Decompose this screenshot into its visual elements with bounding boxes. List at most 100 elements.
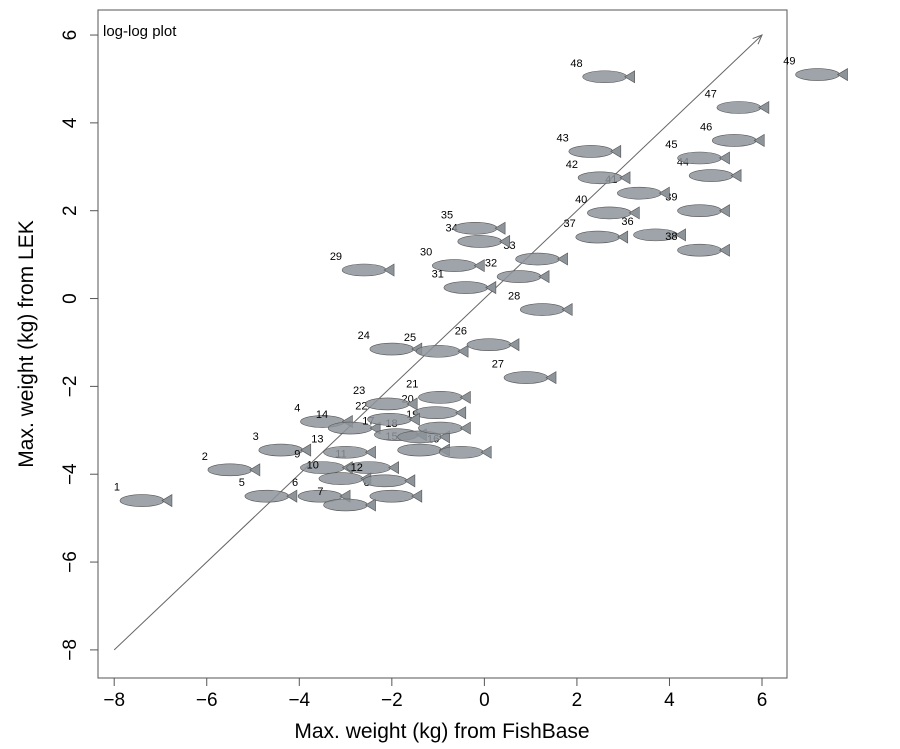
fish-point: [368, 413, 412, 425]
x-tick-label: −6: [196, 690, 218, 711]
fish-point: [497, 271, 541, 283]
point-label: 24: [358, 330, 370, 342]
fish-point: [418, 391, 462, 403]
fish-tail: [562, 304, 572, 316]
y-tick-label: −2: [60, 376, 81, 398]
point-label: 25: [404, 332, 416, 344]
fish-point: [453, 222, 497, 234]
fish-point: [717, 101, 761, 113]
fish-tail: [460, 391, 470, 403]
fish-tail: [460, 422, 470, 434]
fish-point: [370, 343, 414, 355]
fish-point: [208, 464, 252, 476]
point-label: 35: [441, 209, 453, 221]
y-tick-label: 4: [60, 117, 81, 128]
fish-tail: [412, 490, 422, 502]
point-label: 46: [700, 121, 712, 133]
point-label: 38: [665, 231, 677, 243]
point-label: 5: [239, 477, 245, 489]
fish-tail: [162, 495, 172, 507]
fish-point: [516, 253, 560, 265]
point-label: 45: [665, 139, 677, 151]
fish-tail: [611, 145, 621, 157]
fish-point: [418, 422, 462, 434]
page: log-log plot Max. weight (kg) from FishB…: [0, 0, 900, 744]
point-label: 43: [557, 132, 569, 144]
fish-tail: [405, 475, 415, 487]
point-label: 7: [317, 486, 323, 498]
point-label: 48: [570, 58, 582, 70]
fish-tail: [620, 172, 630, 184]
fish-tail: [539, 271, 549, 283]
plot-frame: [98, 10, 787, 678]
point-label: 9: [294, 449, 300, 461]
fish-tail: [474, 260, 484, 272]
point-label: 32: [485, 258, 497, 270]
fish-point: [444, 282, 488, 294]
y-tick-label: −8: [60, 639, 81, 661]
fish-tail: [720, 205, 730, 217]
fish-tail: [495, 222, 505, 234]
point-label: 27: [492, 359, 504, 371]
fish-point: [678, 205, 722, 217]
y-axis-title: Max. weight (kg) from LEK: [15, 220, 38, 467]
fish-tail: [838, 69, 848, 81]
fish-tail: [389, 462, 399, 474]
fish-point: [324, 446, 368, 458]
fish-tail: [481, 446, 491, 458]
point-label: 22: [355, 400, 367, 412]
fish-point: [678, 152, 722, 164]
point-label: 42: [566, 159, 578, 171]
fish-point: [370, 490, 414, 502]
point-label: 23: [353, 385, 365, 397]
fish-point: [416, 345, 460, 357]
fish-point: [504, 372, 548, 384]
point-label: 40: [575, 194, 587, 206]
fish-tail: [546, 372, 556, 384]
fish-point: [439, 446, 483, 458]
fish-tail: [754, 134, 764, 146]
point-label: 3: [253, 431, 259, 443]
point-label: 6: [292, 477, 298, 489]
point-label: 31: [432, 269, 444, 281]
point-label: 1: [114, 482, 120, 494]
y-tick-label: 2: [60, 205, 81, 216]
x-tick-label: −8: [103, 690, 125, 711]
point-label: 37: [563, 218, 575, 230]
x-axis-title: Max. weight (kg) from FishBase: [294, 720, 589, 743]
fish-point: [576, 231, 620, 243]
fish-point: [712, 134, 756, 146]
point-label: 21: [406, 378, 418, 390]
x-tick-label: −4: [288, 690, 310, 711]
fish-point: [569, 145, 613, 157]
y-tick-label: −6: [60, 551, 81, 573]
fish-tail: [509, 339, 519, 351]
fish-tail: [759, 101, 769, 113]
fish-tail: [456, 407, 466, 419]
fish-point: [365, 398, 409, 410]
fish-point: [363, 475, 407, 487]
annotation: log-log plot: [103, 23, 177, 40]
fish-tail: [720, 152, 730, 164]
point-label: 12: [351, 462, 363, 474]
fish-point: [398, 444, 442, 456]
x-tick-label: 6: [757, 690, 768, 711]
fish-point: [319, 473, 363, 485]
fish-point: [678, 244, 722, 256]
fish-point: [324, 499, 368, 511]
point-label: 13: [311, 433, 323, 445]
fish-tail: [731, 170, 741, 182]
x-tick-label: 4: [664, 690, 675, 711]
point-label: 29: [330, 251, 342, 263]
fish-tail: [625, 71, 635, 83]
point-label: 4: [294, 403, 300, 415]
y-tick-label: 6: [60, 30, 81, 41]
fish-point: [245, 490, 289, 502]
fish-tail: [618, 231, 628, 243]
fish-point: [414, 407, 458, 419]
fish-point: [467, 339, 511, 351]
x-tick-label: 0: [479, 690, 490, 711]
point-label: 2: [202, 451, 208, 463]
fish-point: [689, 170, 733, 182]
point-label: 47: [705, 88, 717, 100]
